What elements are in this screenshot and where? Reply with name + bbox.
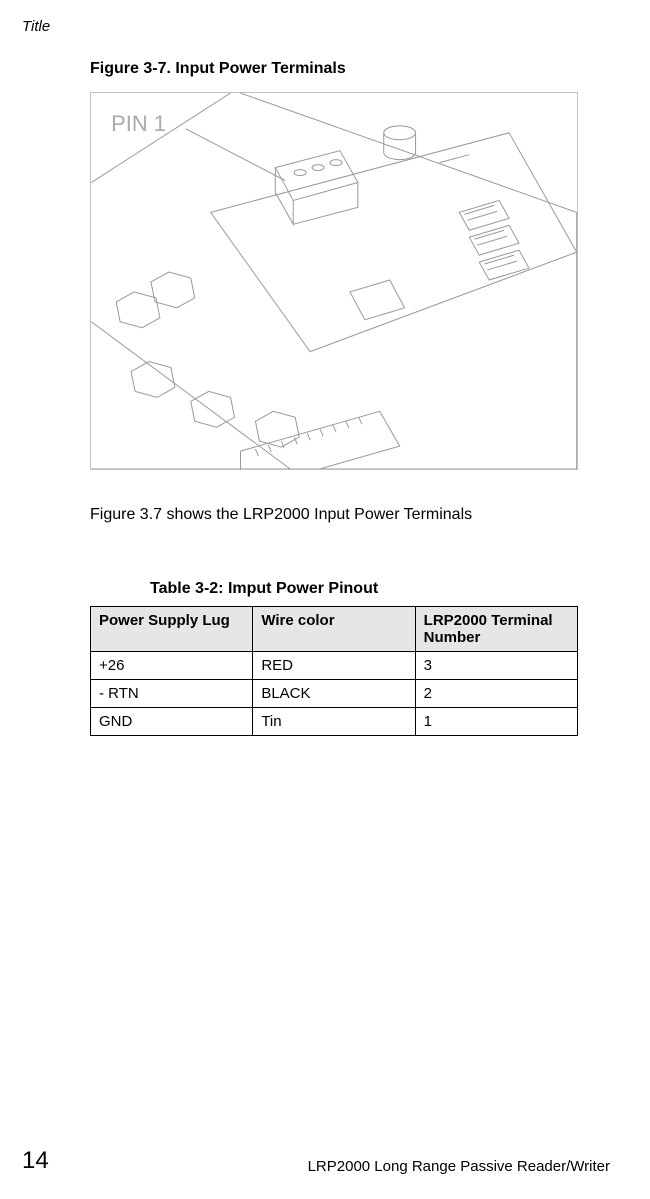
table-header-cell: Power Supply Lug bbox=[91, 607, 253, 652]
table-cell: GND bbox=[91, 708, 253, 736]
table-cell: RED bbox=[253, 652, 415, 680]
table-cell: 3 bbox=[415, 652, 577, 680]
content-area: Figure 3-7. Input Power Terminals PIN 1 bbox=[90, 60, 578, 736]
table-row: +26 RED 3 bbox=[91, 652, 578, 680]
table-cell: 1 bbox=[415, 708, 577, 736]
header-title: Title bbox=[22, 18, 50, 35]
pinout-table: Power Supply Lug Wire color LRP2000 Term… bbox=[90, 606, 578, 736]
terminal-diagram: PIN 1 bbox=[91, 93, 577, 469]
table-header-cell: LRP2000 Terminal Number bbox=[415, 607, 577, 652]
page: Title Figure 3-7. Input Power Terminals … bbox=[0, 0, 650, 1199]
pin-label: PIN 1 bbox=[111, 111, 166, 136]
footer: 14 LRP2000 Long Range Passive Reader/Wri… bbox=[22, 1147, 610, 1175]
table-header-row: Power Supply Lug Wire color LRP2000 Term… bbox=[91, 607, 578, 652]
table-cell: +26 bbox=[91, 652, 253, 680]
table-header-cell: Wire color bbox=[253, 607, 415, 652]
table-cell: - RTN bbox=[91, 680, 253, 708]
page-number: 14 bbox=[22, 1147, 49, 1175]
table-cell: BLACK bbox=[253, 680, 415, 708]
body-text: Figure 3.7 shows the LRP2000 Input Power… bbox=[90, 506, 578, 524]
table-caption: Table 3-2: Imput Power Pinout bbox=[150, 580, 578, 598]
table-cell: Tin bbox=[253, 708, 415, 736]
table-row: GND Tin 1 bbox=[91, 708, 578, 736]
table-cell: 2 bbox=[415, 680, 577, 708]
footer-text: LRP2000 Long Range Passive Reader/Writer bbox=[308, 1158, 610, 1175]
figure-caption: Figure 3-7. Input Power Terminals bbox=[90, 60, 578, 78]
table-row: - RTN BLACK 2 bbox=[91, 680, 578, 708]
figure-box: PIN 1 bbox=[90, 92, 578, 470]
